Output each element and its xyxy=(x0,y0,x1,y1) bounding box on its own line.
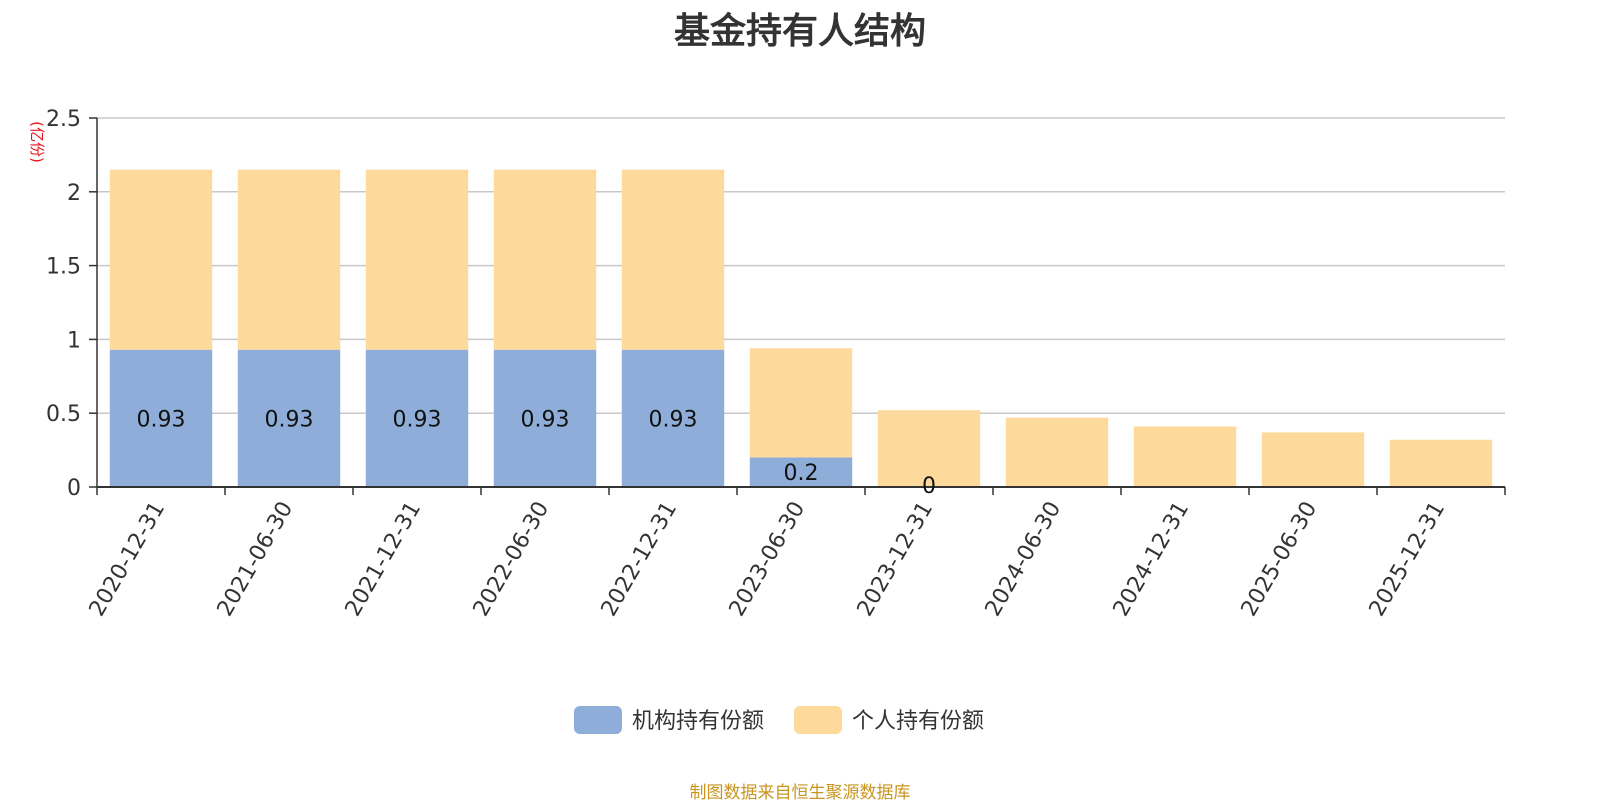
data-label: 0 xyxy=(922,474,936,499)
x-tick-label: 2024-12-31 xyxy=(1109,498,1195,621)
bar-individual xyxy=(1005,417,1109,487)
bar-individual xyxy=(621,169,725,350)
bar-individual xyxy=(493,169,597,350)
legend: 机构持有份额 个人持有份额 xyxy=(574,706,984,734)
bars xyxy=(109,169,1493,487)
bar-institutional xyxy=(237,349,341,487)
chart-title: 基金持有人结构 xyxy=(673,11,926,52)
y-tick-label: 1 xyxy=(67,328,81,353)
bar-institutional xyxy=(365,349,469,487)
legend-label: 机构持有份额 xyxy=(632,709,764,734)
bar-individual xyxy=(749,348,853,458)
bar-individual xyxy=(365,169,469,350)
x-tick-label: 2024-06-30 xyxy=(981,498,1067,621)
data-label: 0.2 xyxy=(784,461,819,486)
x-tick-label: 2023-12-31 xyxy=(853,498,939,621)
data-label: 0.93 xyxy=(521,407,570,432)
x-tick-label: 2022-06-30 xyxy=(469,498,555,621)
x-tick-label: 2020-12-31 xyxy=(85,498,171,621)
data-labels: 0.93 0.93 0.93 0.93 0.93 0.2 0 xyxy=(137,407,936,499)
bar-individual xyxy=(1133,426,1237,487)
bar-institutional xyxy=(109,349,213,487)
bar-individual xyxy=(1261,432,1365,487)
data-label: 0.93 xyxy=(265,407,314,432)
y-tick-label: 2.5 xyxy=(46,107,81,132)
x-tick-label: 2021-12-31 xyxy=(341,498,427,621)
y-tick-label: 0 xyxy=(67,476,81,501)
bar-institutional xyxy=(621,349,725,487)
x-tick-label: 2023-06-30 xyxy=(725,498,811,621)
y-unit-label: (亿份) xyxy=(28,121,46,163)
bar-institutional xyxy=(749,457,853,487)
y-tick-label: 0.5 xyxy=(46,402,81,427)
footer-source: 制图数据来自恒生聚源数据库 xyxy=(689,783,911,803)
data-label: 0.93 xyxy=(649,407,698,432)
x-tick-label: 2021-06-30 xyxy=(213,498,299,621)
bar-institutional xyxy=(493,349,597,487)
bar-individual xyxy=(877,410,981,487)
x-tick-label: 2022-12-31 xyxy=(597,498,683,621)
bar-individual xyxy=(109,169,213,350)
legend-label: 个人持有份额 xyxy=(852,709,984,734)
data-label: 0.93 xyxy=(137,407,186,432)
data-label: 0.93 xyxy=(393,407,442,432)
legend-swatch xyxy=(574,706,622,734)
y-tick-label: 1.5 xyxy=(46,255,81,280)
legend-swatch xyxy=(794,706,842,734)
y-tick-label: 2 xyxy=(67,181,81,206)
x-tick-label: 2025-12-31 xyxy=(1365,498,1451,621)
bar-individual xyxy=(237,169,341,350)
x-tick-label: 2025-06-30 xyxy=(1237,498,1323,621)
bar-individual xyxy=(1389,439,1493,487)
